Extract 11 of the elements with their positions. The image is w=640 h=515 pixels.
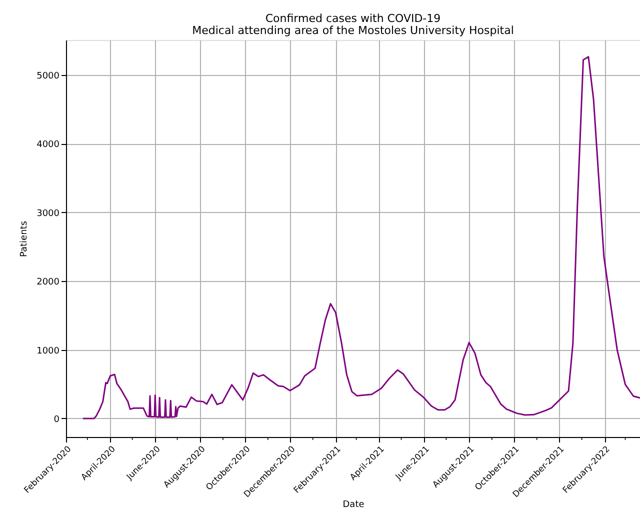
y-tick-label: 3000 [36, 208, 60, 219]
chart-subtitle: Medical attending area of the Mostoles University Hospital [192, 24, 514, 37]
y-axis-title: Patients [20, 220, 30, 258]
y-tick-label: 5000 [36, 72, 60, 82]
y-tick-label: 0 [54, 414, 60, 425]
line-series [82, 56, 640, 420]
chart-title: Confirmed cases with COVID-19 [265, 12, 441, 25]
x-axis-title: Date [342, 500, 365, 510]
y-tick-label: 1000 [36, 346, 60, 356]
y-tick-label: 4000 [36, 140, 60, 150]
y-tick-label: 2000 [36, 278, 60, 288]
